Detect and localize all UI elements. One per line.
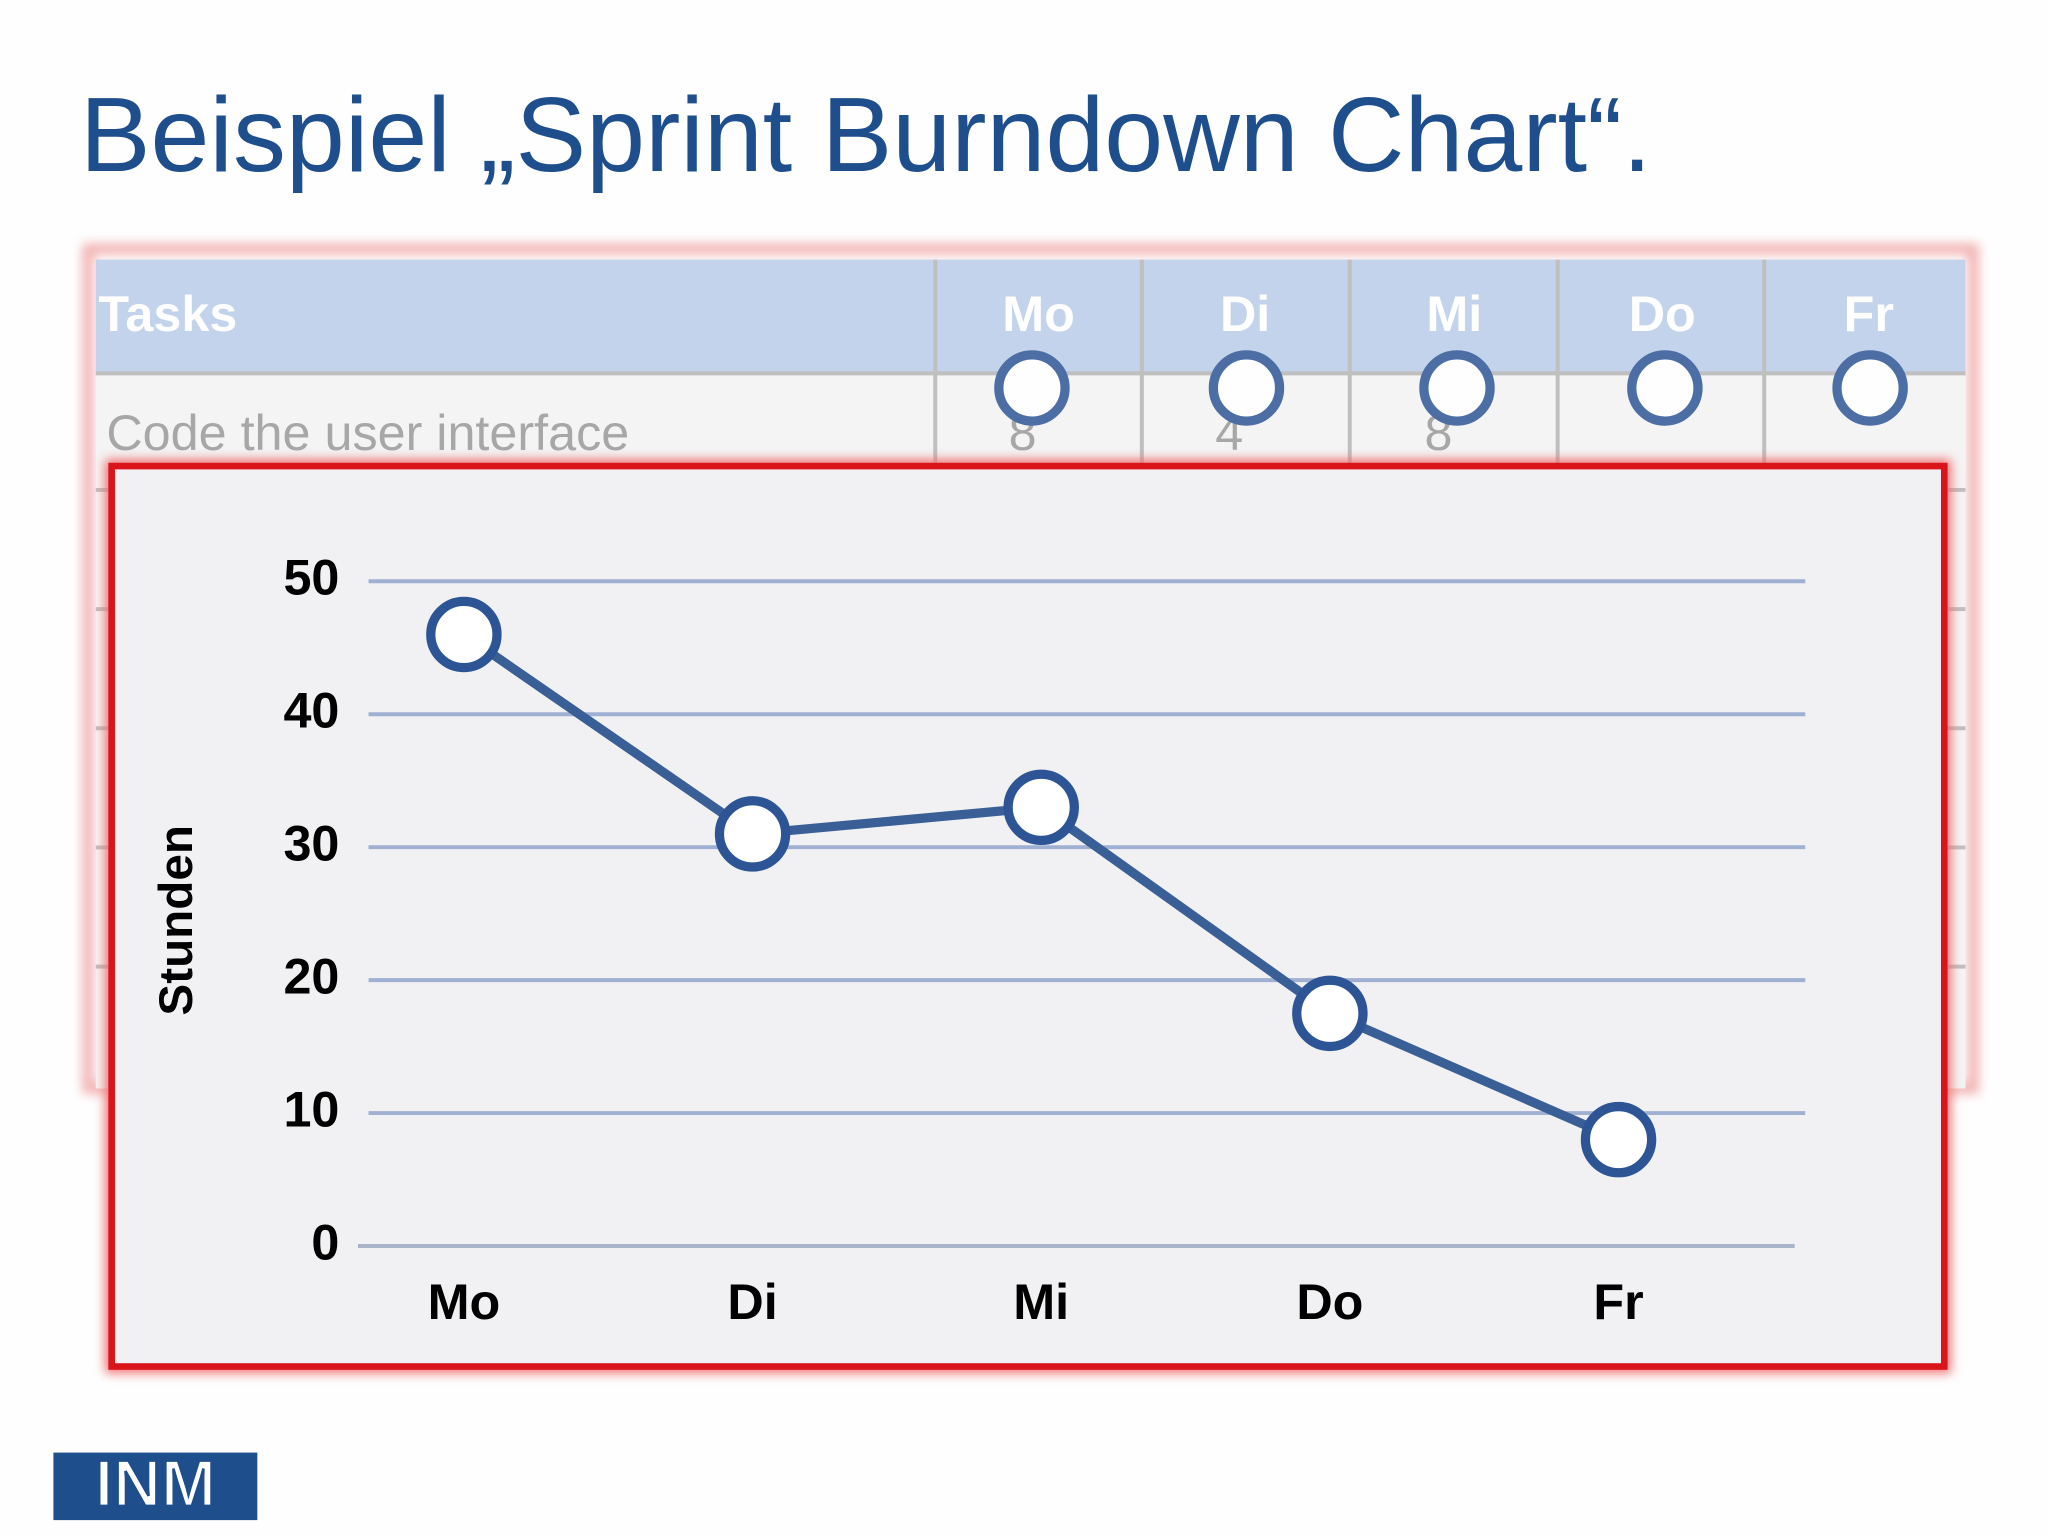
logo: INM [95,1447,216,1521]
y-axis-label: Stunden [150,825,203,1016]
y-tick-label: 0 [311,1213,339,1270]
table-header-cell: Fr [1844,285,1894,342]
point [714,796,791,872]
y-tick-label: 40 [283,682,339,739]
slide-title: Beispiel „Sprint Burndown Chart“. [80,76,1652,194]
table-header-cell: Di [1220,285,1270,342]
table-header-cell: Mo [1002,285,1075,342]
table-cell: Code the user interface [106,404,629,461]
y-tick-label: 30 [283,814,339,871]
y-tick-label: 50 [283,549,339,606]
point [426,596,502,673]
table-header-cell: Mi [1426,285,1482,342]
y-tick-label: 10 [283,1080,339,1137]
logo-box [53,1452,258,1521]
y-tick-label: 20 [283,947,339,1004]
x-tick-label: Mo [428,1273,501,1330]
x-tick-label: Do [1296,1273,1363,1330]
point [1292,975,1368,1052]
x-tick-label: Fr [1593,1273,1643,1330]
x-tick-label: Di [727,1273,777,1330]
table-header-cell: Do [1629,285,1696,342]
table-header-cell: Tasks [98,285,237,342]
chart-panel [108,462,1948,1370]
point [1003,769,1079,846]
header-markers [994,350,1908,426]
point [1580,1101,1657,1178]
x-tick-label: Mi [1013,1273,1069,1330]
